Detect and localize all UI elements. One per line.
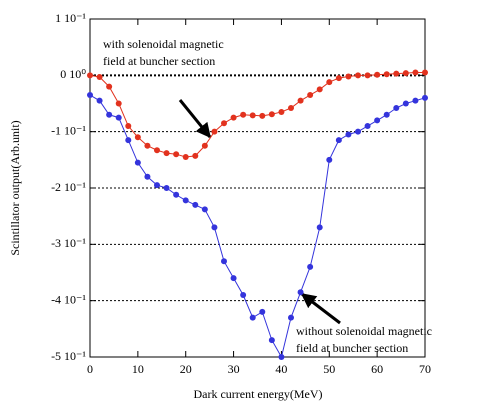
data-point [316, 86, 323, 93]
data-point [335, 75, 342, 82]
data-point [259, 308, 266, 315]
data-point [249, 314, 256, 321]
data-point [163, 185, 170, 191]
data-point [87, 72, 93, 79]
x-tick-label: 30 [228, 362, 240, 376]
data-point [316, 224, 323, 231]
data-point [297, 97, 304, 104]
data-point [297, 289, 304, 296]
x-tick-label: 50 [323, 362, 335, 376]
y-tick-label: -3 10⁻¹ [51, 236, 86, 250]
data-point [402, 100, 409, 107]
data-point [125, 137, 132, 144]
data-point [374, 117, 381, 124]
data-point [288, 314, 294, 321]
data-point [268, 111, 275, 118]
annotation: field at buncher section [103, 54, 215, 68]
x-tick-label: 70 [419, 362, 431, 376]
data-point [393, 105, 400, 112]
data-point [307, 263, 314, 270]
data-point [182, 197, 189, 204]
y-tick-label: 0 10⁰ [60, 67, 86, 81]
data-point [278, 354, 285, 360]
x-tick-label: 0 [87, 362, 93, 376]
data-point [355, 72, 361, 79]
y-tick-label: 1 10⁻¹ [55, 11, 86, 25]
data-point [87, 92, 93, 99]
data-point [374, 71, 381, 78]
y-tick-label: -1 10⁻¹ [51, 123, 86, 137]
data-point [240, 111, 247, 118]
data-point [211, 128, 218, 135]
data-point [106, 111, 113, 118]
x-tick-label: 10 [132, 362, 144, 376]
data-point [326, 79, 333, 86]
data-point [383, 111, 390, 118]
arrow [178, 99, 212, 139]
data-point [106, 83, 113, 90]
data-point [192, 152, 199, 159]
data-point [154, 147, 160, 154]
data-point [173, 151, 180, 158]
data-point [355, 128, 361, 135]
series-line [89, 94, 426, 359]
data-point [345, 131, 352, 138]
data-point [192, 201, 199, 208]
data-point [364, 123, 371, 130]
data-point [422, 69, 428, 76]
data-point [402, 70, 409, 77]
data-point [307, 92, 314, 99]
data-point [221, 258, 227, 265]
data-point [201, 206, 208, 213]
data-point [326, 156, 333, 163]
data-point [182, 154, 189, 161]
data-point [240, 292, 247, 299]
data-point [288, 105, 294, 112]
data-point [259, 112, 266, 119]
series-line [89, 72, 425, 158]
data-point [154, 182, 160, 189]
x-axis-title: Dark current energy(MeV) [193, 387, 322, 401]
data-point [230, 275, 237, 282]
y-tick-label: -4 10⁻¹ [51, 292, 86, 306]
annotation: with solenoidal magnetic [103, 37, 224, 51]
data-point [115, 114, 122, 121]
data-point [412, 97, 419, 104]
data-point [144, 173, 151, 180]
data-point [412, 69, 419, 76]
data-point [249, 112, 256, 119]
data-point [96, 97, 103, 104]
data-point [211, 224, 218, 231]
data-point [221, 120, 227, 127]
data-point [163, 150, 170, 157]
data-point [173, 191, 180, 198]
data-point [96, 74, 103, 81]
data-point [383, 71, 390, 78]
data-point [125, 123, 132, 130]
data-point [422, 94, 428, 101]
y-tick-label: -2 10⁻¹ [51, 180, 86, 194]
data-point [268, 337, 275, 344]
data-point [345, 73, 352, 80]
arrow [300, 292, 341, 325]
data-point [134, 159, 141, 166]
data-point [364, 72, 371, 79]
x-tick-label: 40 [275, 362, 287, 376]
data-point [134, 134, 141, 141]
x-tick-label: 20 [180, 362, 192, 376]
data-point [144, 142, 151, 149]
y-axis-title: Scintillator output(Arb.unit) [8, 120, 22, 255]
data-point [335, 137, 342, 144]
data-point [393, 70, 400, 77]
y-tick-label: -5 10⁻¹ [51, 349, 86, 363]
data-point [278, 108, 285, 115]
annotation: field at buncher section [296, 341, 408, 355]
data-point [115, 100, 122, 107]
annotation: without solenoidal magnetic [296, 324, 432, 338]
x-tick-label: 60 [371, 362, 383, 376]
data-point [201, 142, 208, 149]
data-point [230, 114, 237, 121]
